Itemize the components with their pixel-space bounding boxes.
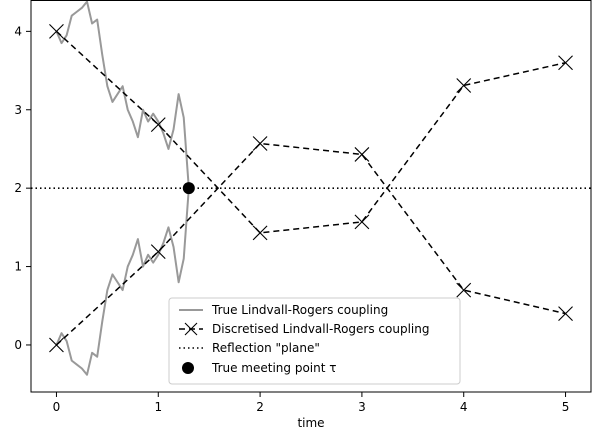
legend-swatch-x-marker — [184, 322, 198, 336]
legend-entry: Reflection "plane" — [179, 341, 320, 355]
discretised-point-marker — [558, 306, 573, 321]
discretised-point-marker — [150, 117, 166, 133]
legend-entry: Discretised Lindvall-Rogers coupling — [179, 322, 429, 336]
discretised-point-marker — [252, 136, 268, 151]
y-tick-label: 0 — [14, 338, 22, 352]
discretised-point-marker — [354, 214, 370, 230]
legend-entry: True meeting point τ — [182, 361, 336, 375]
y-tick-label: 2 — [14, 181, 22, 195]
y-tick-label: 3 — [14, 103, 22, 117]
x-tick-label: 3 — [358, 400, 366, 414]
discretised-point-marker — [252, 225, 268, 241]
discretised-point-marker — [456, 78, 472, 93]
meeting-point-marker — [182, 182, 195, 195]
legend: True Lindvall-Rogers coupling Discretised… — [168, 297, 461, 385]
discretised-point-marker — [150, 244, 166, 260]
x-tick-label: 1 — [154, 400, 162, 414]
true-coupling-path-0 — [55, 0, 190, 189]
discretised-coupling-path-1 — [55, 142, 566, 346]
legend-label: True Lindvall-Rogers coupling — [211, 303, 388, 317]
x-tick-label: 5 — [562, 400, 570, 414]
series-layer — [31, 0, 591, 376]
legend-label: Reflection "plane" — [212, 341, 320, 355]
x-tick-label: 0 — [53, 400, 61, 414]
discretised-point-marker — [49, 337, 64, 353]
discretised-point-marker — [456, 282, 472, 298]
legend-box — [168, 297, 461, 385]
y-tick-label: 1 — [14, 260, 22, 274]
legend-label: Discretised Lindvall-Rogers coupling — [212, 322, 429, 336]
true-coupling-path-1 — [55, 188, 190, 376]
plot-frame — [30, 0, 592, 393]
x-tick-label: 2 — [256, 400, 264, 414]
x-axis-label: time — [297, 416, 324, 430]
y-tick-label: 4 — [14, 24, 22, 38]
legend-label: True meeting point τ — [211, 361, 336, 375]
legend-swatch-meeting-point — [182, 362, 194, 374]
discretised-point-marker — [49, 23, 64, 39]
legend-entry: True Lindvall-Rogers coupling — [179, 303, 388, 317]
discretised-point-marker — [354, 147, 370, 162]
discretised-point-marker — [558, 55, 573, 71]
axes-layer: 0 1 2 3 4 5 0 1 2 3 4 — [14, 24, 569, 414]
x-tick-label: 4 — [460, 400, 468, 414]
discretised-coupling-path-0 — [55, 30, 566, 234]
